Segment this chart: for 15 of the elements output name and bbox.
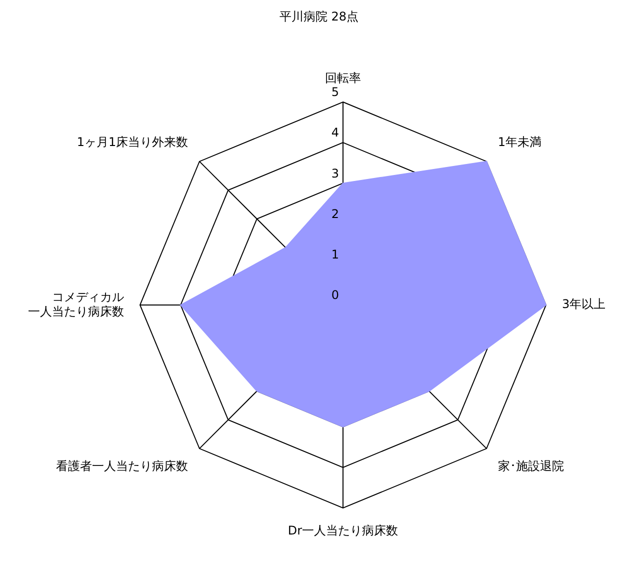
spoke-label: 回転率	[325, 70, 361, 85]
y-tick-label: 1	[331, 248, 339, 262]
spoke-label: 1年未満	[498, 135, 542, 150]
spoke-label: 3年以上	[562, 297, 606, 312]
chart-title: 平川病院 28点	[279, 9, 359, 24]
spoke-label: 1ヶ月1床当り外来数	[76, 135, 188, 150]
spoke-label: コメディカル一人当たり病床数	[28, 290, 124, 318]
spoke-label: 家･施設退院	[498, 459, 564, 474]
spoke-label: 看護者一人当たり病床数	[56, 459, 188, 474]
y-tick-label: 5	[331, 85, 339, 100]
y-tick-label: 3	[331, 166, 339, 180]
y-tick-label: 2	[331, 206, 339, 221]
y-tick-label: 0	[331, 288, 339, 302]
y-tick-label: 4	[331, 126, 339, 140]
spoke-label: Dr一人当たり病床数	[288, 523, 398, 538]
